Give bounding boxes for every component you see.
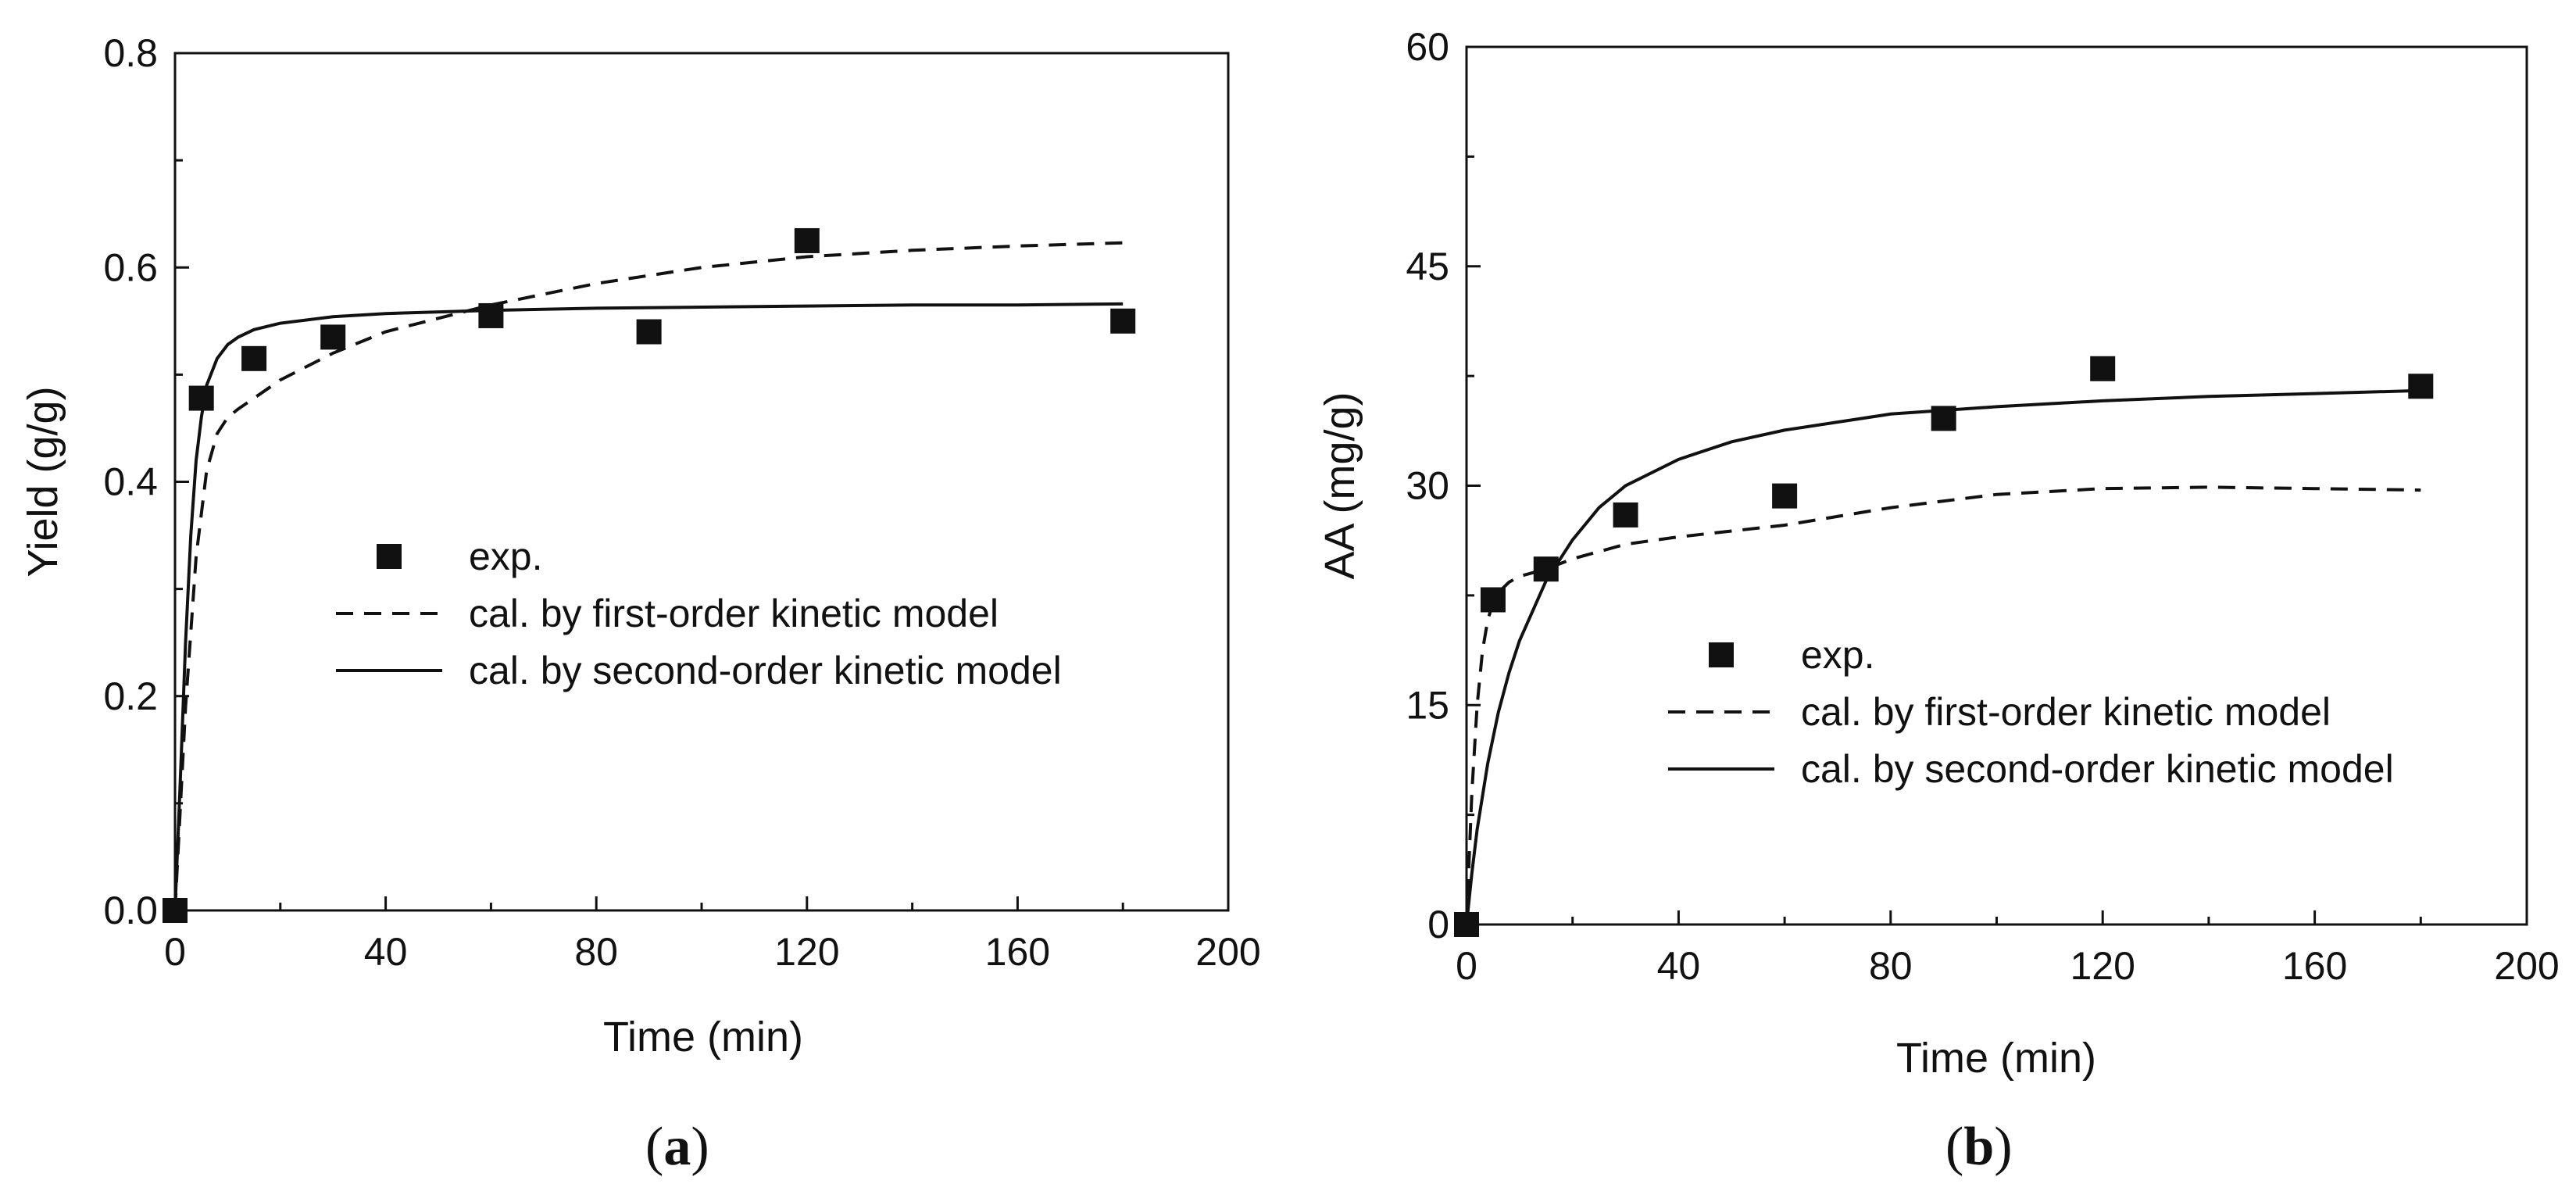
data-point-exp bbox=[320, 324, 346, 350]
legend-entry-label: exp. bbox=[1801, 633, 1875, 677]
series-line-second-order bbox=[1465, 388, 2421, 925]
legend-entry-label: cal. by second-order kinetic model bbox=[1801, 747, 2394, 791]
y-tick-label: 0.4 bbox=[103, 460, 158, 504]
data-point-exp bbox=[1454, 912, 1479, 937]
data-point-exp bbox=[1480, 587, 1506, 613]
data-point-exp bbox=[478, 302, 504, 328]
plot-frame bbox=[173, 52, 1230, 912]
data-point-exp bbox=[794, 227, 820, 253]
data-point-exp bbox=[1931, 406, 1956, 431]
legend-entry-label: exp. bbox=[469, 535, 543, 578]
x-tick-label: 0 bbox=[164, 930, 186, 974]
y-tick-label: 0.6 bbox=[103, 245, 158, 289]
legend-entry-label: cal. by second-order kinetic model bbox=[469, 649, 1062, 692]
x-tick-label: 40 bbox=[364, 930, 408, 974]
x-axis-title: Time (min) bbox=[603, 1014, 803, 1060]
y-tick-label: 0 bbox=[1427, 903, 1449, 946]
y-tick-label: 15 bbox=[1406, 683, 1449, 727]
y-tick-label: 30 bbox=[1406, 464, 1449, 508]
data-point-exp bbox=[241, 345, 267, 371]
x-tick-label: 120 bbox=[2070, 944, 2135, 988]
series-line-first-order bbox=[1465, 485, 2421, 925]
series-line-first-order bbox=[173, 241, 1124, 911]
data-point-exp bbox=[2090, 356, 2116, 381]
x-tick-label: 80 bbox=[1869, 944, 1913, 988]
x-tick-label: 40 bbox=[1657, 944, 1701, 988]
panel-label: (a) bbox=[645, 1117, 709, 1177]
x-tick-label: 80 bbox=[574, 930, 618, 974]
data-point-exp bbox=[1772, 483, 1798, 509]
y-axis-title: AA (mg/g) bbox=[1317, 392, 1363, 579]
x-tick-label: 160 bbox=[985, 930, 1050, 974]
x-tick-label: 200 bbox=[1195, 930, 1260, 974]
legend-entry-label: cal. by first-order kinetic model bbox=[1801, 690, 2331, 734]
panel-label: (b) bbox=[1945, 1117, 2013, 1177]
data-point-exp bbox=[636, 319, 662, 345]
y-tick-label: 0.0 bbox=[103, 889, 158, 932]
data-point-exp bbox=[188, 385, 214, 411]
y-tick-label: 45 bbox=[1406, 245, 1449, 288]
data-point-exp bbox=[1110, 308, 1136, 334]
legend-marker-exp bbox=[1709, 642, 1734, 667]
y-axis-title: Yield (g/g) bbox=[20, 386, 66, 577]
series-line-second-order bbox=[173, 302, 1124, 911]
x-tick-label: 120 bbox=[774, 930, 839, 974]
data-point-exp bbox=[1613, 502, 1638, 528]
x-tick-label: 160 bbox=[2282, 944, 2347, 988]
data-point-exp bbox=[2408, 374, 2434, 399]
legend-entry-label: cal. by first-order kinetic model bbox=[469, 592, 999, 635]
x-tick-label: 0 bbox=[1456, 944, 1477, 988]
x-axis-title: Time (min) bbox=[1896, 1035, 2096, 1082]
chart-panel-a: 0 40 80 120 160 200 0.0 0.2 0.4 0.6 0.8 Time (min) Y… bbox=[20, 31, 1261, 1177]
legend-marker-exp bbox=[377, 544, 402, 569]
y-tick-label: 0.8 bbox=[103, 31, 158, 75]
x-tick-label: 200 bbox=[2494, 944, 2559, 988]
y-tick-label: 60 bbox=[1406, 25, 1449, 69]
chart-panel-b: 0 40 80 120 160 200 0 15 30 45 60 Time (min) AA (mg/… bbox=[1317, 25, 2560, 1177]
data-point-exp bbox=[163, 898, 188, 923]
data-point-exp bbox=[1533, 556, 1559, 582]
y-tick-label: 0.2 bbox=[103, 674, 158, 718]
